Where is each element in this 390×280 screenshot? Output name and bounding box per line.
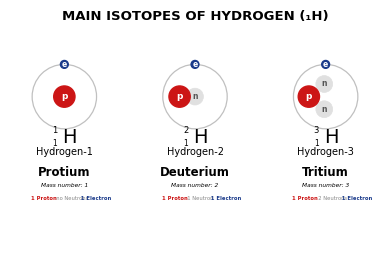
Text: H: H — [62, 128, 77, 147]
Text: 1: 1 — [314, 139, 319, 148]
Text: 3: 3 — [314, 126, 319, 135]
Text: Mass number: 1: Mass number: 1 — [41, 183, 88, 188]
Text: Deuterium: Deuterium — [160, 166, 230, 179]
Text: Mass number: 2: Mass number: 2 — [171, 183, 219, 188]
Text: 2 Neutrons: 2 Neutrons — [315, 196, 347, 201]
Ellipse shape — [186, 88, 204, 105]
Text: 1: 1 — [52, 126, 58, 135]
Text: H: H — [193, 128, 207, 147]
Text: 1: 1 — [183, 139, 188, 148]
Ellipse shape — [60, 60, 68, 68]
Text: no Neutrons: no Neutrons — [53, 196, 89, 201]
Text: 2: 2 — [183, 126, 188, 135]
Ellipse shape — [316, 76, 333, 92]
Text: Tritium: Tritium — [302, 166, 349, 179]
Text: H: H — [324, 128, 338, 147]
Text: e: e — [192, 60, 198, 69]
Text: Hydrogen-2: Hydrogen-2 — [167, 147, 223, 157]
Ellipse shape — [316, 101, 333, 118]
Text: 1 Proton: 1 Proton — [292, 196, 318, 201]
Text: p: p — [176, 92, 183, 101]
Text: 1: 1 — [53, 139, 57, 148]
Ellipse shape — [191, 60, 199, 68]
Ellipse shape — [298, 86, 319, 107]
Text: 1 Neutron: 1 Neutron — [184, 196, 214, 201]
Text: 1 Proton: 1 Proton — [162, 196, 188, 201]
Text: e: e — [62, 60, 67, 69]
Ellipse shape — [54, 86, 75, 107]
Text: 1 Proton: 1 Proton — [31, 196, 57, 201]
Ellipse shape — [322, 60, 330, 68]
Ellipse shape — [169, 86, 190, 107]
Text: Mass number: 3: Mass number: 3 — [302, 183, 349, 188]
Text: 1 Electron: 1 Electron — [207, 196, 242, 201]
Text: Protium: Protium — [38, 166, 90, 179]
Text: Hydrogen-3: Hydrogen-3 — [297, 147, 354, 157]
Text: MAIN ISOTOPES OF HYDROGEN (₁H): MAIN ISOTOPES OF HYDROGEN (₁H) — [62, 10, 328, 23]
Text: n: n — [321, 80, 327, 88]
Text: Hydrogen-1: Hydrogen-1 — [36, 147, 93, 157]
Text: n: n — [321, 105, 327, 114]
Text: p: p — [61, 92, 67, 101]
Text: e: e — [323, 60, 328, 69]
Text: p: p — [306, 92, 312, 101]
Text: n: n — [192, 92, 198, 101]
Text: 1 Electron: 1 Electron — [77, 196, 111, 201]
Text: 1 Electron: 1 Electron — [338, 196, 372, 201]
